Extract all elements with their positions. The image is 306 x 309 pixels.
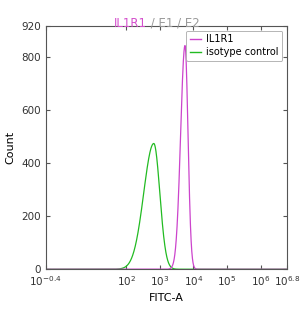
X-axis label: FITC-A: FITC-A xyxy=(149,294,184,303)
Y-axis label: Count: Count xyxy=(6,131,16,164)
Text: IL1R1: IL1R1 xyxy=(114,17,147,30)
Legend: IL1R1, isotype control: IL1R1, isotype control xyxy=(186,31,282,61)
Text: / E1 / E2: / E1 / E2 xyxy=(147,17,200,30)
